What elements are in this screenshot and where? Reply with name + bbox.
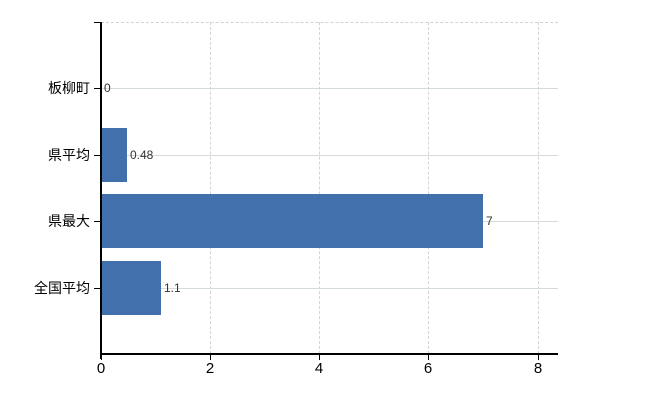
x-tick-label: 6	[423, 360, 433, 377]
y-tick-mark	[94, 221, 100, 222]
category-label: 県最大	[48, 213, 90, 229]
y-tick-mark	[94, 22, 100, 23]
h-gridline	[101, 88, 558, 89]
x-tick-label: 8	[533, 360, 543, 377]
y-tick-mark	[94, 88, 100, 89]
x-tick-mark	[319, 355, 320, 360]
bar-value-label: 7	[486, 214, 493, 228]
bar	[101, 128, 127, 182]
y-tick-mark	[94, 155, 100, 156]
v-gridline	[210, 22, 211, 354]
bar-value-label: 0.48	[130, 148, 154, 162]
v-gridline	[319, 22, 320, 354]
x-tick-mark	[101, 355, 102, 360]
category-label: 全国平均	[34, 280, 90, 296]
x-tick-label: 2	[205, 360, 215, 377]
h-gridline	[101, 288, 558, 289]
bar	[101, 261, 161, 315]
x-tick-label: 0	[96, 360, 106, 377]
category-label: 板柳町	[48, 80, 90, 96]
x-tick-mark	[428, 355, 429, 360]
category-label: 県平均	[48, 147, 90, 163]
plot-area: 0 0.48 7 1.1	[101, 22, 558, 354]
h-gridline	[101, 155, 558, 156]
x-tick-mark	[538, 355, 539, 360]
y-axis-line	[100, 22, 102, 359]
v-gridline	[538, 22, 539, 354]
y-tick-mark	[94, 288, 100, 289]
v-gridline	[428, 22, 429, 354]
x-tick-mark	[210, 355, 211, 360]
x-axis-line	[101, 353, 558, 355]
bar-value-label: 0	[104, 81, 111, 95]
bar	[101, 194, 483, 248]
plot-top-border-line	[101, 22, 558, 23]
x-tick-label: 4	[314, 360, 324, 377]
bar-value-label: 1.1	[164, 281, 181, 295]
